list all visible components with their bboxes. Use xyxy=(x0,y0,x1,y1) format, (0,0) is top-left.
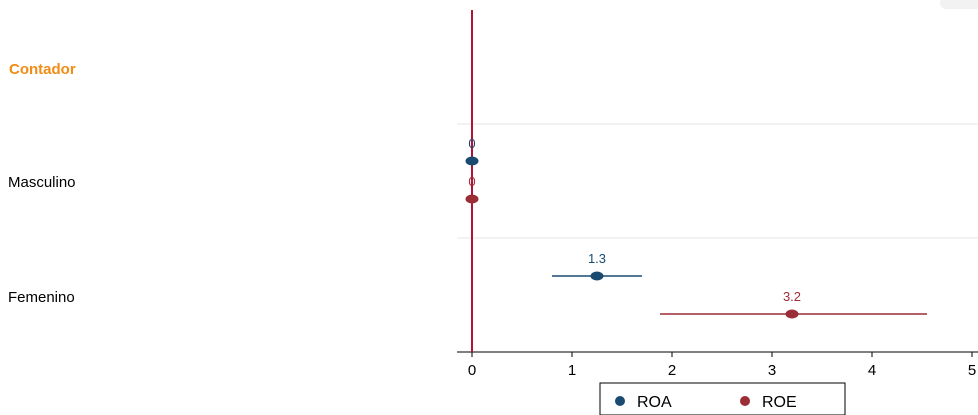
legend-marker-roa xyxy=(615,396,625,406)
x-tick-label: 3 xyxy=(768,362,776,379)
x-axis: 0 1 2 3 4 5 xyxy=(457,351,978,379)
legend: ROA ROE xyxy=(599,382,846,415)
labels-layer: Contador Masculino Femenino 0 1.3 0 3.2 xyxy=(8,61,801,306)
data-label-roa: 0 xyxy=(468,136,475,151)
point-roa xyxy=(465,156,479,166)
marks-layer xyxy=(465,156,927,319)
row-label-masculino: Masculino xyxy=(8,174,76,191)
point-roa xyxy=(590,271,604,281)
point-roe xyxy=(785,309,799,319)
legend-label-roa: ROA xyxy=(637,394,672,411)
point-roe xyxy=(465,194,479,204)
x-tick-label: 5 xyxy=(968,362,976,379)
x-tick-label: 4 xyxy=(868,362,876,379)
data-label-roe: 3.2 xyxy=(783,289,801,304)
row-label-femenino: Femenino xyxy=(8,289,75,306)
x-tick-label: 1 xyxy=(568,362,576,379)
legend-label-roe: ROE xyxy=(762,394,797,411)
data-label-roe: 0 xyxy=(468,174,475,189)
x-tick-label: 0 xyxy=(468,362,476,379)
corner-tab xyxy=(940,0,978,9)
header-label: Contador xyxy=(9,61,76,78)
x-tick-label: 2 xyxy=(668,362,676,379)
data-label-roa: 1.3 xyxy=(588,251,606,266)
grid-layer xyxy=(457,123,978,239)
legend-box xyxy=(599,382,846,415)
legend-marker-roe xyxy=(740,396,750,406)
